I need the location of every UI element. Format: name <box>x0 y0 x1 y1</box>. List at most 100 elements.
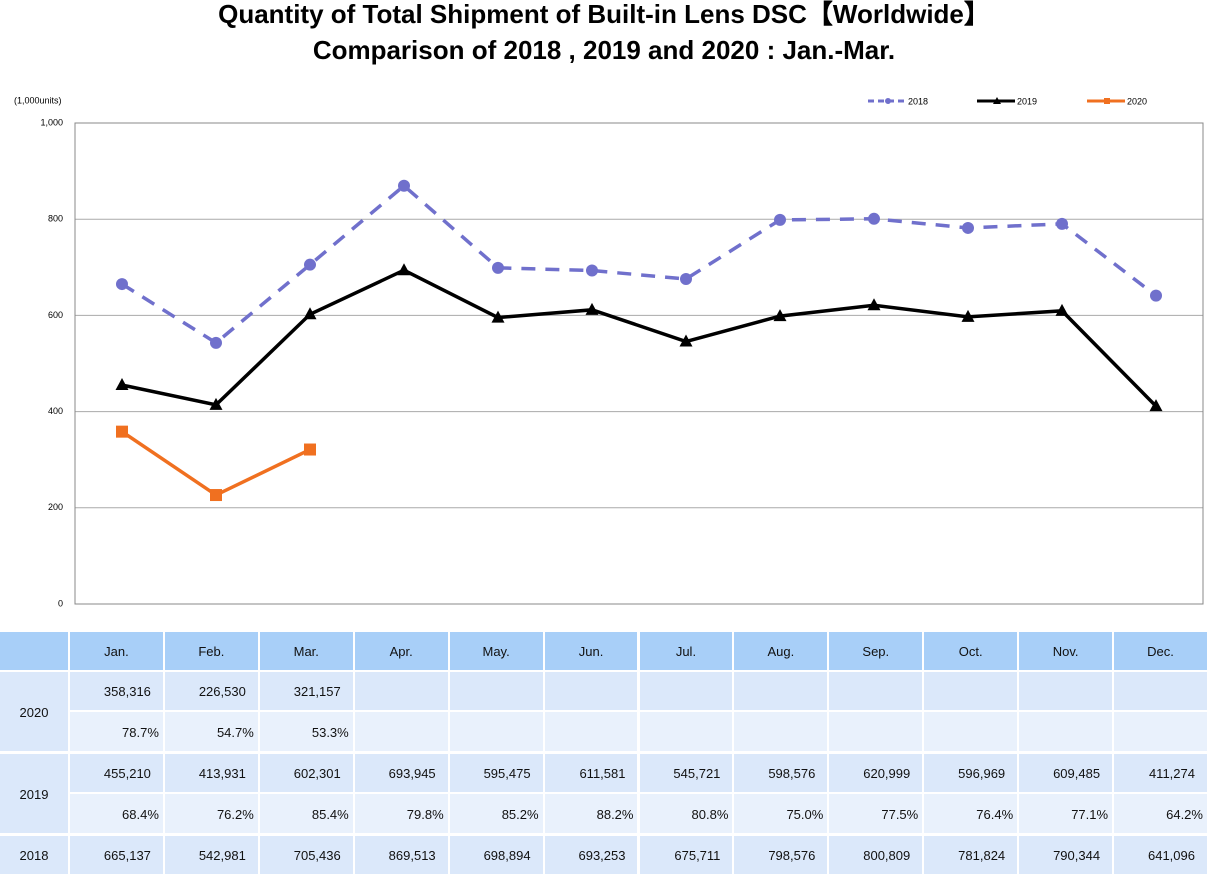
ratio-cell: 77.1% <box>1019 794 1115 835</box>
row-header: 2018 <box>0 836 70 874</box>
data-point <box>1149 399 1163 412</box>
legend-marker <box>993 97 1001 104</box>
ratio-cell: 76.2% <box>164 794 260 835</box>
y-tick-label: 1,000 <box>40 117 63 127</box>
chart-subtitle: Comparison of 2018 , 2019 and 2020 : Jan… <box>313 35 895 65</box>
data-point <box>491 310 505 323</box>
value-cell <box>924 672 1020 712</box>
value-cell: 411,274 <box>1114 754 1209 794</box>
ratio-cell <box>449 712 545 753</box>
data-point <box>773 309 787 322</box>
data-point <box>961 309 975 322</box>
ratio-cell: 85.4% <box>259 794 355 835</box>
column-header: Apr. <box>354 632 450 672</box>
data-point <box>115 378 129 391</box>
value-cell: 869,513 <box>354 836 450 874</box>
data-point <box>116 425 128 438</box>
value-cell <box>449 672 545 712</box>
value-cell: 781,824 <box>924 836 1020 874</box>
ratio-cell <box>924 712 1020 753</box>
legend-label: 2019 <box>1017 96 1037 106</box>
value-cell: 455,210 <box>70 754 165 794</box>
ratio-cell: 79.8% <box>354 794 450 835</box>
value-cell <box>639 672 735 712</box>
ratio-cell: 80.8% <box>639 794 735 835</box>
table-corner <box>0 632 70 672</box>
value-cell: 609,485 <box>1019 754 1115 794</box>
legend-label: 2020 <box>1127 96 1147 106</box>
ratio-cell <box>829 712 925 753</box>
column-header: Jan. <box>70 632 165 672</box>
value-cell: 705,436 <box>259 836 355 874</box>
data-point <box>1055 303 1069 316</box>
column-header: Aug. <box>734 632 830 672</box>
value-cell: 693,253 <box>544 836 640 874</box>
data-point <box>1150 289 1162 302</box>
ratio-cell: 88.2% <box>544 794 640 835</box>
value-cell: 413,931 <box>164 754 260 794</box>
ratio-cell <box>639 712 735 753</box>
chart-title: Quantity of Total Shipment of Built-in L… <box>218 0 990 29</box>
data-point <box>867 298 881 311</box>
value-cell: 665,137 <box>70 836 165 874</box>
data-point <box>210 489 222 502</box>
data-point <box>492 261 504 274</box>
data-point <box>962 221 974 234</box>
legend-label: 2018 <box>908 96 928 106</box>
value-cell: 693,945 <box>354 754 450 794</box>
data-point <box>304 258 316 271</box>
value-cell <box>1019 672 1115 712</box>
column-header: Dec. <box>1114 632 1209 672</box>
series-line <box>121 430 311 498</box>
column-header: May. <box>449 632 545 672</box>
value-cell: 545,721 <box>639 754 735 794</box>
value-cell: 598,576 <box>734 754 830 794</box>
value-cell: 595,475 <box>449 754 545 794</box>
column-header: Jun. <box>544 632 640 672</box>
ratio-cell: 76.4% <box>924 794 1020 835</box>
value-cell: 620,999 <box>829 754 925 794</box>
ratio-cell <box>734 712 830 753</box>
ratio-cell: 53.3% <box>259 712 355 753</box>
ratio-cell: 85.2% <box>449 794 545 835</box>
value-cell: 321,157 <box>259 672 355 712</box>
value-cell: 358,316 <box>70 672 165 712</box>
data-point <box>398 179 410 192</box>
data-point <box>116 278 128 291</box>
data-point <box>868 212 880 225</box>
ratio-cell: 64.2% <box>1114 794 1209 835</box>
ratio-cell <box>544 712 640 753</box>
y-tick-label: 0 <box>58 598 63 608</box>
column-header: Oct. <box>924 632 1020 672</box>
value-cell: 800,809 <box>829 836 925 874</box>
value-cell: 798,576 <box>734 836 830 874</box>
ratio-cell <box>354 712 450 753</box>
y-tick-label: 600 <box>48 310 63 320</box>
ratio-cell <box>1019 712 1115 753</box>
data-point <box>679 334 693 347</box>
plot-frame <box>74 122 1204 605</box>
ratio-cell: 78.7% <box>70 712 165 753</box>
data-point <box>209 397 223 410</box>
data-point <box>303 307 317 320</box>
value-cell: 542,981 <box>164 836 260 874</box>
column-header: Sep. <box>829 632 925 672</box>
series-line <box>121 183 1158 345</box>
value-cell <box>1114 672 1209 712</box>
column-header: Jul. <box>639 632 735 672</box>
value-cell: 226,530 <box>164 672 260 712</box>
ratio-cell: 77.5% <box>829 794 925 835</box>
ratio-cell: 75.0% <box>734 794 830 835</box>
value-cell <box>544 672 640 712</box>
legend-marker <box>885 98 891 104</box>
value-cell: 611,581 <box>544 754 640 794</box>
row-header: 2019 <box>0 754 70 835</box>
value-cell: 602,301 <box>259 754 355 794</box>
column-header: Mar. <box>259 632 355 672</box>
ratio-cell: 54.7% <box>164 712 260 753</box>
column-header: Feb. <box>164 632 260 672</box>
data-point <box>586 264 598 277</box>
value-cell <box>734 672 830 712</box>
value-cell: 675,711 <box>639 836 735 874</box>
data-point <box>680 272 692 285</box>
